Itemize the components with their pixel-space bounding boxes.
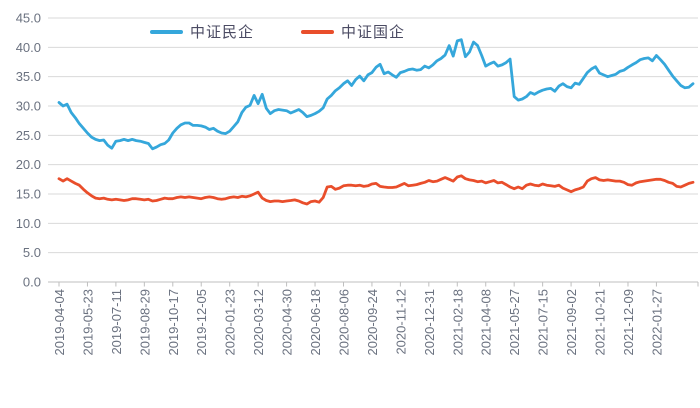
svg-text:2021-04-08: 2021-04-08 [479,289,494,356]
svg-text:2020-06-18: 2020-06-18 [308,289,323,356]
svg-text:45.0: 45.0 [16,11,41,26]
legend-swatch-minqi-line [150,29,183,34]
svg-text:2019-04-04: 2019-04-04 [52,289,67,356]
x-axis [48,281,699,287]
y-axis-labels: 0.0 5.0 10.0 15.0 20.0 25.0 30.0 35.0 40.0 45.0 [16,11,41,290]
svg-text:2019-05-23: 2019-05-23 [80,289,95,356]
legend-item-guoqi: 中证国企 [301,21,405,42]
svg-text:10.0: 10.0 [16,216,41,231]
x-axis-labels: 2019-04-04 2019-05-23 2019-07-11 2019-08-29… [52,289,664,356]
svg-text:2021-07-15: 2021-07-15 [536,289,551,356]
svg-text:2020-04-30: 2020-04-30 [280,289,295,356]
svg-text:15.0: 15.0 [16,187,41,202]
svg-text:30.0: 30.0 [16,99,41,114]
svg-text:2020-12-31: 2020-12-31 [422,289,437,356]
svg-text:2021-10-21: 2021-10-21 [593,289,608,356]
legend: 中证民企 中证国企 [150,21,405,42]
svg-text:2019-12-05: 2019-12-05 [194,289,209,356]
svg-text:2021-02-18: 2021-02-18 [450,289,465,356]
svg-text:2022-01-27: 2022-01-27 [649,289,664,356]
svg-text:35.0: 35.0 [16,69,41,84]
svg-text:2019-07-11: 2019-07-11 [109,289,124,355]
svg-text:2021-05-27: 2021-05-27 [507,289,522,356]
legend-label-guoqi: 中证国企 [341,24,406,41]
svg-text:0.0: 0.0 [23,275,41,290]
legend-item-minqi: 中证民企 [150,21,254,42]
gridlines [48,17,698,254]
svg-text:2020-01-23: 2020-01-23 [223,289,238,356]
series-lines [57,38,695,206]
svg-text:2020-11-12: 2020-11-12 [393,289,408,355]
svg-text:40.0: 40.0 [16,40,41,55]
svg-text:2021-12-09: 2021-12-09 [621,289,636,356]
legend-swatch-guoqi-line [301,29,335,34]
svg-text:2019-10-17: 2019-10-17 [166,289,181,356]
svg-text:2020-03-12: 2020-03-12 [251,289,266,356]
svg-text:20.0: 20.0 [16,157,41,172]
svg-text:2019-08-29: 2019-08-29 [137,289,152,356]
svg-text:2020-09-24: 2020-09-24 [365,289,380,356]
svg-text:25.0: 25.0 [16,128,41,143]
svg-text:2020-08-06: 2020-08-06 [336,289,351,356]
legend-label-minqi: 中证民企 [190,24,255,41]
svg-text:2021-09-02: 2021-09-02 [564,289,579,356]
svg-text:5.0: 5.0 [23,245,41,260]
